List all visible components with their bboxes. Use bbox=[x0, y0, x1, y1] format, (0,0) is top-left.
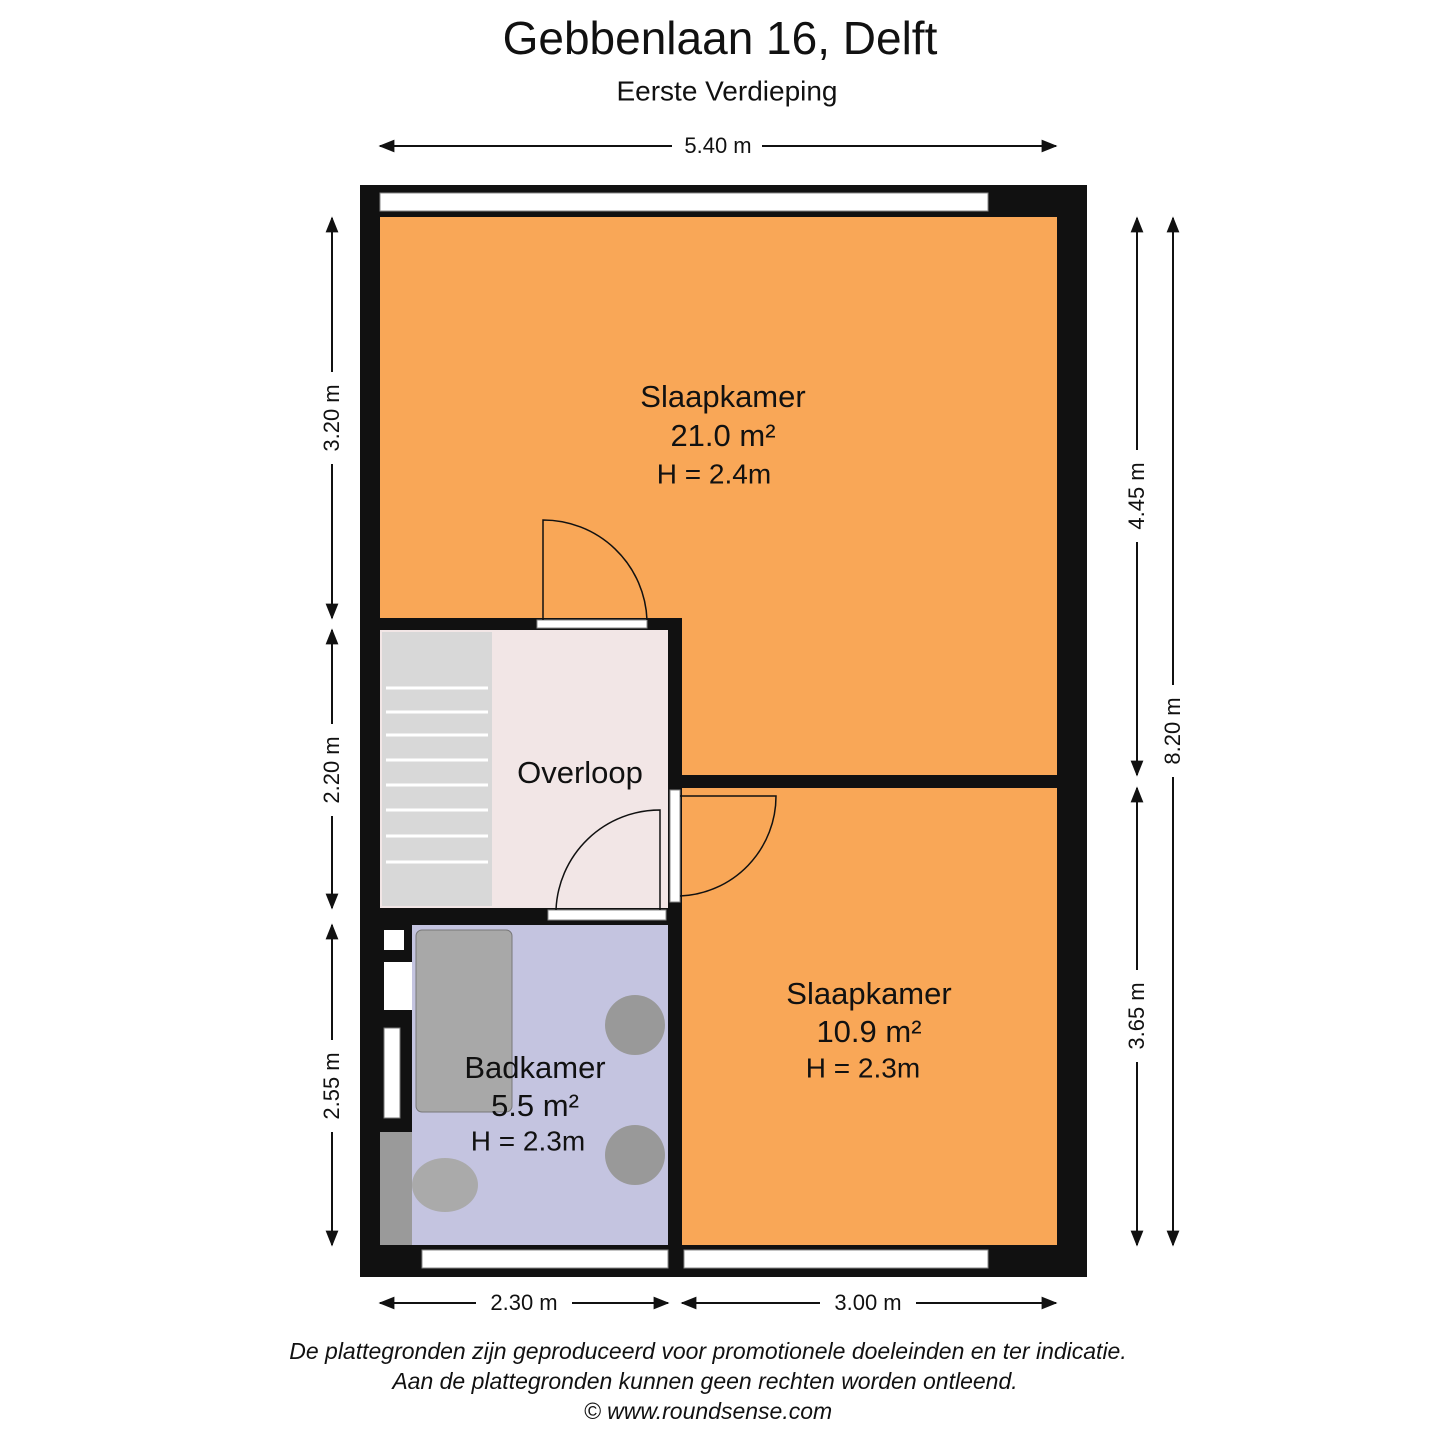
room-area: 10.9 m² bbox=[816, 1014, 921, 1049]
room-area: 5.5 m² bbox=[491, 1088, 579, 1123]
dimension-label: 5.40 m bbox=[684, 133, 751, 158]
label-bg bbox=[476, 1290, 572, 1318]
subtitle: Eerste Verdieping bbox=[616, 75, 837, 106]
bedroom-small bbox=[682, 788, 1057, 1245]
duct bbox=[383, 1027, 401, 1119]
label-bgs bbox=[318, 372, 1187, 1132]
sink bbox=[605, 995, 665, 1055]
dimension-label: 2.20 m bbox=[319, 736, 344, 803]
label-bg bbox=[672, 132, 762, 160]
title: Gebbenlaan 16, Delft bbox=[503, 12, 938, 64]
room-area: 21.0 m² bbox=[670, 418, 775, 453]
room-name: Slaapkamer bbox=[640, 379, 805, 414]
disclaimer: De plattegronden zijn geproduceerd voor … bbox=[289, 1338, 1127, 1364]
room-height: H = 2.3m bbox=[471, 1125, 585, 1156]
dimension-label: 3.20 m bbox=[319, 384, 344, 451]
label-bg bbox=[820, 1290, 916, 1318]
dimension-label: 3.00 m bbox=[834, 1290, 901, 1315]
credit: © www.roundsense.com bbox=[584, 1398, 832, 1424]
window bbox=[421, 1249, 669, 1269]
window bbox=[683, 1249, 989, 1269]
duct bbox=[384, 930, 404, 950]
bath-niche bbox=[380, 1132, 412, 1245]
dimension-label: 3.65 m bbox=[1124, 982, 1149, 1049]
door-opening bbox=[536, 619, 648, 629]
door-opening bbox=[547, 909, 667, 921]
room-name: Slaapkamer bbox=[786, 976, 951, 1011]
room-height: H = 2.3m bbox=[806, 1052, 920, 1083]
dimension-label: 8.20 m bbox=[1160, 697, 1185, 764]
sink bbox=[605, 1125, 665, 1185]
disclaimer: Aan de plattegronden kunnen geen rechten… bbox=[390, 1368, 1017, 1394]
shower bbox=[415, 929, 513, 1113]
door bbox=[542, 519, 648, 621]
dimension-label: 2.30 m bbox=[490, 1290, 557, 1315]
door bbox=[679, 795, 777, 897]
room-height: H = 2.4m bbox=[657, 458, 771, 489]
door bbox=[555, 809, 661, 911]
stairs bbox=[382, 632, 492, 906]
dimension-label: 4.45 m bbox=[1124, 462, 1149, 529]
stair-steps bbox=[386, 686, 488, 864]
wall bbox=[668, 618, 682, 1277]
room-name: Badkamer bbox=[464, 1050, 605, 1085]
toilet bbox=[412, 1158, 478, 1212]
window bbox=[379, 192, 989, 212]
door-opening bbox=[669, 789, 681, 903]
duct bbox=[384, 962, 412, 1010]
room-name: Overloop bbox=[517, 755, 643, 790]
wall bbox=[668, 775, 1057, 788]
dimension-label: 2.55 m bbox=[319, 1052, 344, 1119]
